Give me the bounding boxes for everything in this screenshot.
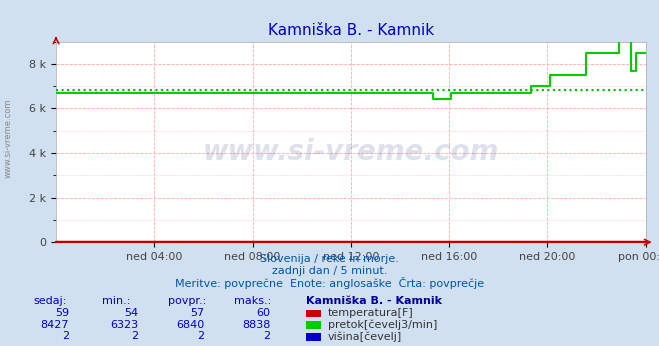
- Text: pretok[čevelj3/min]: pretok[čevelj3/min]: [328, 320, 437, 330]
- Text: Meritve: povprečne  Enote: anglosaške  Črta: povprečje: Meritve: povprečne Enote: anglosaške Črt…: [175, 277, 484, 289]
- Text: www.si-vreme.com: www.si-vreme.com: [3, 99, 13, 178]
- Text: min.:: min.:: [102, 296, 130, 306]
- Text: www.si-vreme.com: www.si-vreme.com: [203, 138, 499, 166]
- Text: povpr.:: povpr.:: [168, 296, 206, 306]
- Text: 54: 54: [125, 308, 138, 318]
- Text: 2: 2: [131, 331, 138, 342]
- Text: 2: 2: [263, 331, 270, 342]
- Text: 8838: 8838: [242, 320, 270, 330]
- Text: 60: 60: [256, 308, 270, 318]
- Text: sedaj:: sedaj:: [33, 296, 67, 306]
- Text: 2: 2: [62, 331, 69, 342]
- Text: 6840: 6840: [176, 320, 204, 330]
- Text: Kamniška B. - Kamnik: Kamniška B. - Kamnik: [306, 296, 442, 306]
- Text: 57: 57: [190, 308, 204, 318]
- Text: maks.:: maks.:: [234, 296, 272, 306]
- Text: zadnji dan / 5 minut.: zadnji dan / 5 minut.: [272, 266, 387, 276]
- Text: 6323: 6323: [110, 320, 138, 330]
- Text: 8427: 8427: [41, 320, 69, 330]
- Text: temperatura[F]: temperatura[F]: [328, 308, 413, 318]
- Text: 2: 2: [197, 331, 204, 342]
- Title: Kamniška B. - Kamnik: Kamniška B. - Kamnik: [268, 22, 434, 38]
- Text: Slovenija / reke in morje.: Slovenija / reke in morje.: [260, 254, 399, 264]
- Text: 59: 59: [55, 308, 69, 318]
- Text: višina[čevelj]: višina[čevelj]: [328, 331, 402, 342]
